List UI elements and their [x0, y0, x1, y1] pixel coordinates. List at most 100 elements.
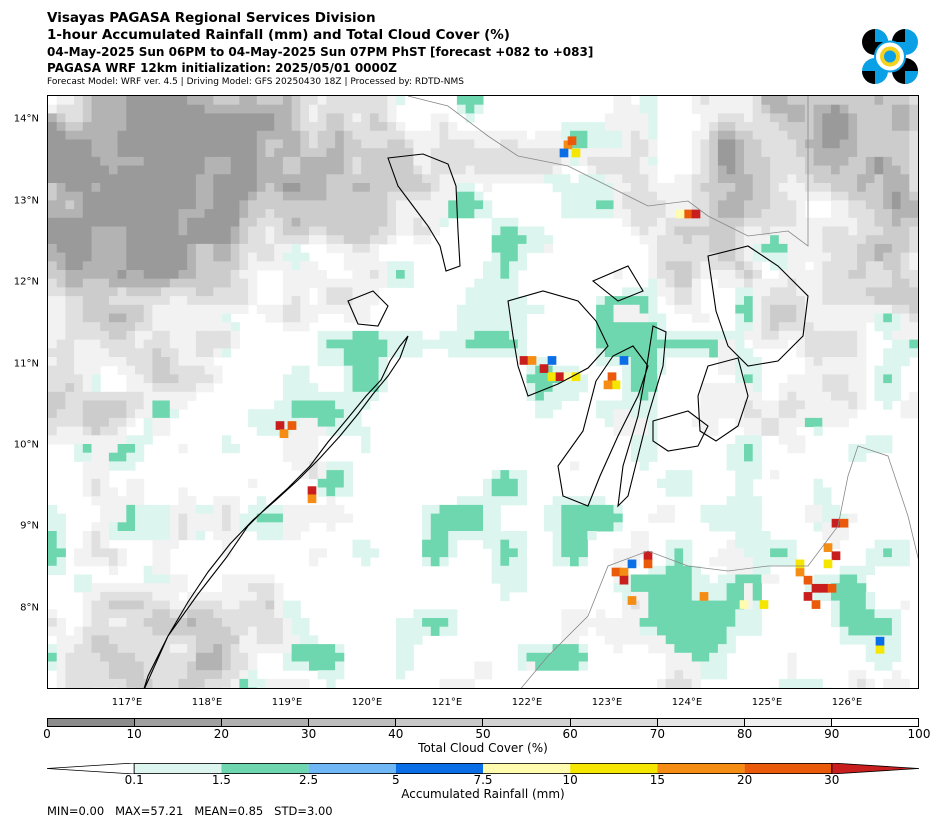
- rain-colorbar-tick: 15: [649, 773, 666, 787]
- cloud-colorbar-segment: [222, 719, 310, 726]
- rain-colorbar-segment: [221, 763, 309, 774]
- rain-cell: [607, 372, 617, 382]
- rain-colorbar-tick: 20: [736, 773, 753, 787]
- cloud-colorbar-tick: 50: [475, 727, 491, 741]
- rain-cell: [555, 372, 565, 382]
- rainfall-layer: [275, 136, 885, 654]
- rain-cell: [691, 209, 701, 219]
- cloud-cover-layer: [48, 96, 918, 688]
- rain-cell: [571, 148, 581, 158]
- rain-cell: [619, 567, 629, 577]
- valid-time: 04-May-2025 Sun 06PM to 04-May-2025 Sun …: [47, 45, 594, 59]
- rainfall-colorbar-title: Accumulated Rainfall (mm): [401, 787, 565, 801]
- rain-cell: [875, 644, 885, 654]
- cloud-colorbar-tick: 0: [43, 727, 51, 741]
- product-title: 1-hour Accumulated Rainfall (mm) and Tot…: [47, 27, 510, 43]
- rain-cell: [519, 356, 529, 365]
- rain-cell: [619, 356, 629, 365]
- rain-cell: [563, 372, 573, 382]
- rain-colorbar-segment: [308, 763, 396, 774]
- rain-cell: [627, 559, 637, 569]
- rain-cell: [547, 372, 557, 382]
- rain-cell: [811, 583, 821, 593]
- rain-colorbar-tick: 2.5: [299, 773, 319, 787]
- rain-colorbar-tick: 0.1: [124, 773, 144, 787]
- cloud-colorbar-tick: 40: [388, 727, 404, 741]
- palawan-coastline: [143, 335, 409, 688]
- rain-cell: [839, 518, 849, 528]
- bohol-coastline: [652, 410, 709, 452]
- map-canvas: [48, 96, 918, 688]
- cloud-cover-colorbar: [47, 718, 919, 727]
- rain-cell: [803, 575, 813, 585]
- rain-cell: [699, 592, 709, 601]
- longitude-tick-label: 118°E: [191, 697, 223, 708]
- cloud-colorbar-segment: [483, 719, 571, 726]
- cloud-colorbar-segment: [831, 719, 918, 726]
- rain-colorbar-tick: 5: [391, 773, 400, 787]
- rain-cell: [287, 421, 297, 430]
- rain-cell: [827, 583, 837, 593]
- rain-colorbar-tick: 7.5: [473, 773, 493, 787]
- rain-cell: [875, 636, 885, 646]
- cloud-colorbar-tick: 70: [649, 727, 666, 741]
- cloud-colorbar-segment: [570, 719, 658, 726]
- rain-cell: [275, 421, 285, 430]
- cloud-colorbar-segment: [657, 719, 745, 726]
- longitude-tick-label: 120°E: [351, 697, 383, 708]
- cloud-colorbar-tick: 60: [562, 727, 578, 741]
- negros-coastline: [557, 345, 649, 507]
- latitude-tick-label: 10°N: [13, 439, 39, 451]
- mindanao-coastline: [520, 445, 918, 688]
- cloud-colorbar-tick: 80: [736, 727, 753, 741]
- pagasa-logo-icon: [860, 28, 920, 86]
- rain-cell: [675, 209, 685, 219]
- longitude-tick-label: 126°E: [831, 697, 863, 708]
- rain-cell: [603, 380, 613, 390]
- rain-cell: [571, 372, 581, 382]
- model-info: Forecast Model: WRF ver. 4.5 | Driving M…: [47, 77, 464, 87]
- rain-colorbar-segment: [395, 763, 483, 774]
- rain-colorbar-segment: [134, 763, 222, 774]
- mindoro-coastline: [387, 153, 461, 272]
- rain-colorbar-under: [47, 763, 135, 774]
- rain-cell: [539, 364, 549, 373]
- rain-cell: [643, 551, 653, 561]
- rain-cell: [795, 559, 805, 569]
- cloud-colorbar-tick: 100: [907, 727, 931, 741]
- latitude-tick-label: 13°N: [13, 195, 39, 207]
- latitude-tick-label: 14°N: [13, 113, 39, 125]
- panay-coastline: [507, 290, 609, 397]
- rain-cell: [643, 559, 653, 569]
- longitude-tick-label: 119°E: [271, 697, 303, 708]
- rain-cell: [547, 356, 557, 365]
- longitude-tick-label: 122°E: [511, 697, 543, 708]
- rainfall-statistics: MIN=0.00 MAX=57.21 MEAN=0.85 STD=3.00: [47, 804, 333, 818]
- samar-coastline: [707, 245, 809, 367]
- calamian-coastline: [347, 290, 389, 327]
- longitude-tick-label: 121°E: [431, 697, 463, 708]
- cloud-colorbar-title: Total Cloud Cover (%): [418, 741, 548, 755]
- rain-cell: [559, 148, 569, 158]
- rain-cell: [611, 567, 621, 577]
- rainfall-colorbar: [47, 763, 919, 774]
- rain-cell: [527, 356, 537, 365]
- rain-colorbar-segment: [570, 763, 658, 774]
- rain-cell: [803, 592, 813, 601]
- rain-cell: [811, 600, 821, 609]
- rain-cell: [627, 596, 637, 605]
- region-title: Visayas PAGASA Regional Services Divisio…: [47, 10, 376, 26]
- rain-cell: [823, 559, 833, 569]
- rain-cell: [619, 575, 629, 585]
- rain-colorbar-segment: [483, 763, 571, 774]
- latitude-tick-label: 11°N: [13, 358, 39, 370]
- rain-colorbar-tick: 30: [824, 773, 840, 787]
- title-block: Visayas PAGASA Regional Services Divisio…: [47, 10, 593, 88]
- rain-cell: [831, 551, 841, 561]
- cloud-colorbar-segment: [48, 719, 136, 726]
- longitude-tick-label: 125°E: [751, 697, 783, 708]
- rain-cell: [279, 429, 289, 439]
- luzon-coastline: [407, 96, 809, 247]
- rain-cell: [683, 209, 693, 219]
- rain-cell: [759, 600, 769, 609]
